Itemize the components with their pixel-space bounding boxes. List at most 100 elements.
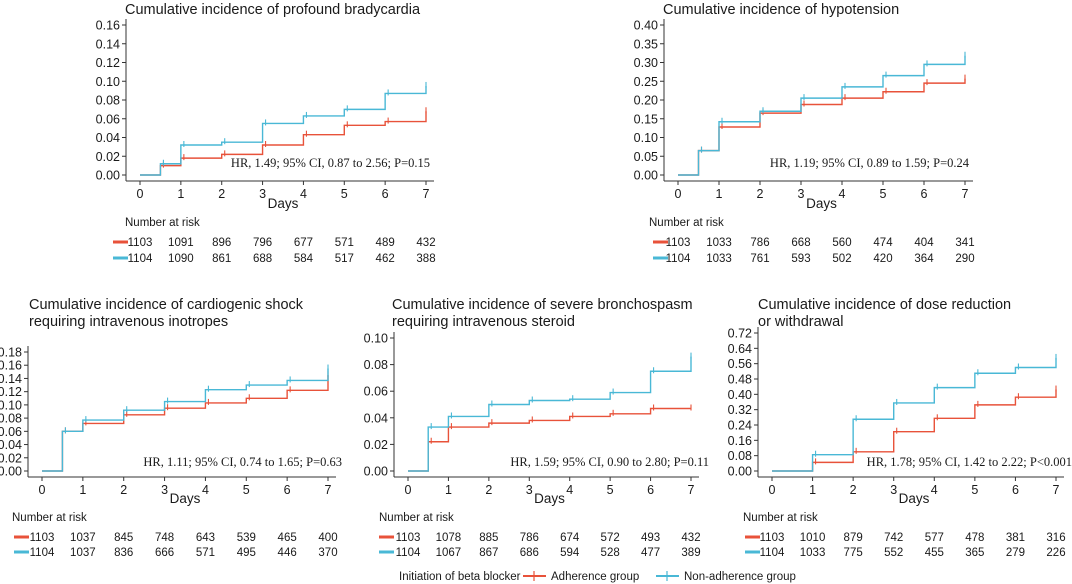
series-line-non-adherence <box>140 85 427 176</box>
risk-row-group: 1103 <box>396 532 421 544</box>
x-tick-label: 2 <box>850 483 857 497</box>
x-axis-label: Days <box>806 196 837 211</box>
y-tick-label: 0.18 <box>0 346 22 360</box>
risk-cell: 1090 <box>168 253 194 265</box>
chart-title: Cumulative incidence of cardiogenic shoc… <box>29 297 304 313</box>
x-tick-label: 4 <box>839 187 846 201</box>
x-tick-label: 2 <box>757 187 764 201</box>
risk-cell: 381 <box>1006 532 1025 544</box>
risk-cell: 1067 <box>436 547 462 559</box>
x-tick-label: 3 <box>161 483 168 497</box>
risk-table-header: Number at risk <box>379 512 454 524</box>
risk-row-group: 1104 <box>760 547 785 559</box>
risk-cell: 420 <box>873 253 892 265</box>
risk-cell: 489 <box>376 237 395 249</box>
series-line-non-adherence <box>772 357 1057 472</box>
risk-row-group: 1104 <box>128 253 153 265</box>
x-tick-label: 7 <box>423 187 430 201</box>
x-tick-label: 7 <box>1053 483 1060 497</box>
y-tick-label: 0.30 <box>634 56 658 70</box>
y-tick-label: 0.06 <box>364 385 388 399</box>
x-tick-label: 1 <box>79 483 86 497</box>
y-tick-label: 0.00 <box>96 169 120 183</box>
chart-panel-3: Cumulative incidence of cardiogenic shoc… <box>0 297 342 559</box>
risk-cell: 1037 <box>70 532 96 544</box>
risk-cell: 552 <box>884 547 903 559</box>
risk-cell: 446 <box>278 547 297 559</box>
chart-title: requiring intravenous inotropes <box>29 314 228 330</box>
chart-panel-5: Cumulative incidence of dose reduction o… <box>728 297 1072 559</box>
risk-cell: 643 <box>196 532 215 544</box>
x-tick-label: 7 <box>325 483 332 497</box>
risk-cell: 896 <box>212 237 231 249</box>
y-tick-label: 0.08 <box>364 358 388 372</box>
x-tick-label: 1 <box>177 187 184 201</box>
x-tick-label: 3 <box>526 483 533 497</box>
chart-title: or withdrawal <box>758 314 843 330</box>
x-tick-label: 2 <box>218 187 225 201</box>
x-tick-label: 0 <box>405 483 412 497</box>
x-tick-label: 1 <box>445 483 452 497</box>
risk-cell: 404 <box>914 237 934 249</box>
y-tick-label: 0.08 <box>0 412 22 426</box>
y-tick-label: 0.04 <box>96 131 120 145</box>
risk-cell: 290 <box>955 253 974 265</box>
hazard-ratio-annotation: HR, 1.49; 95% CI, 0.87 to 2.56; P=0.15 <box>231 156 430 170</box>
risk-cell: 432 <box>416 237 435 249</box>
risk-row-group: 1104 <box>666 253 691 265</box>
y-tick-label: 0.12 <box>0 385 22 399</box>
x-axis-label: Days <box>268 196 299 211</box>
y-tick-label: 0.32 <box>728 403 752 417</box>
risk-cell: 786 <box>520 532 539 544</box>
risk-cell: 279 <box>1006 547 1025 559</box>
risk-cell: 477 <box>641 547 660 559</box>
x-tick-label: 0 <box>39 483 46 497</box>
y-tick-label: 0.14 <box>0 372 22 386</box>
risk-cell: 786 <box>750 237 769 249</box>
risk-table-header: Number at risk <box>649 217 724 229</box>
x-tick-label: 3 <box>890 483 897 497</box>
y-tick-label: 0.56 <box>728 357 752 371</box>
y-tick-label: 0.16 <box>0 359 22 373</box>
chart-title: Cumulative incidence of severe bronchosp… <box>392 297 693 313</box>
y-tick-label: 0.06 <box>96 112 120 126</box>
x-axis-label: Days <box>534 491 565 506</box>
risk-cell: 370 <box>318 547 337 559</box>
risk-table-header: Number at risk <box>125 217 200 229</box>
risk-cell: 478 <box>965 532 984 544</box>
x-tick-label: 6 <box>1012 483 1019 497</box>
x-tick-label: 6 <box>284 483 291 497</box>
risk-cell: 455 <box>925 547 944 559</box>
x-tick-label: 4 <box>202 483 209 497</box>
chart-title: Cumulative incidence of profound bradyca… <box>125 2 421 18</box>
y-tick-label: 0.20 <box>634 94 658 108</box>
x-tick-label: 6 <box>382 187 389 201</box>
chart-title: requiring intravenous steroid <box>392 314 575 330</box>
risk-cell: 836 <box>114 547 133 559</box>
risk-cell: 861 <box>212 253 231 265</box>
y-tick-label: 0.10 <box>364 332 388 346</box>
y-tick-label: 0.04 <box>364 411 388 425</box>
risk-row-group: 1104 <box>30 547 55 559</box>
y-tick-label: 0.02 <box>96 150 120 164</box>
x-tick-label: 7 <box>688 483 695 497</box>
risk-table-header: Number at risk <box>743 512 818 524</box>
chart-panels: Cumulative incidence of profound bradyca… <box>0 2 1072 559</box>
risk-cell: 594 <box>560 547 580 559</box>
y-tick-label: 0.72 <box>728 327 752 341</box>
risk-cell: 539 <box>237 532 256 544</box>
risk-cell: 1078 <box>436 532 462 544</box>
risk-cell: 845 <box>114 532 133 544</box>
risk-cell: 364 <box>914 253 934 265</box>
risk-cell: 388 <box>416 253 435 265</box>
risk-cell: 677 <box>294 237 313 249</box>
risk-cell: 761 <box>750 253 769 265</box>
y-tick-label: 0.02 <box>364 438 388 452</box>
risk-cell: 571 <box>335 237 354 249</box>
risk-cell: 389 <box>681 547 700 559</box>
series-line-non-adherence <box>678 55 966 176</box>
x-tick-label: 5 <box>880 187 887 201</box>
risk-cell: 1033 <box>800 547 826 559</box>
risk-cell: 517 <box>335 253 354 265</box>
